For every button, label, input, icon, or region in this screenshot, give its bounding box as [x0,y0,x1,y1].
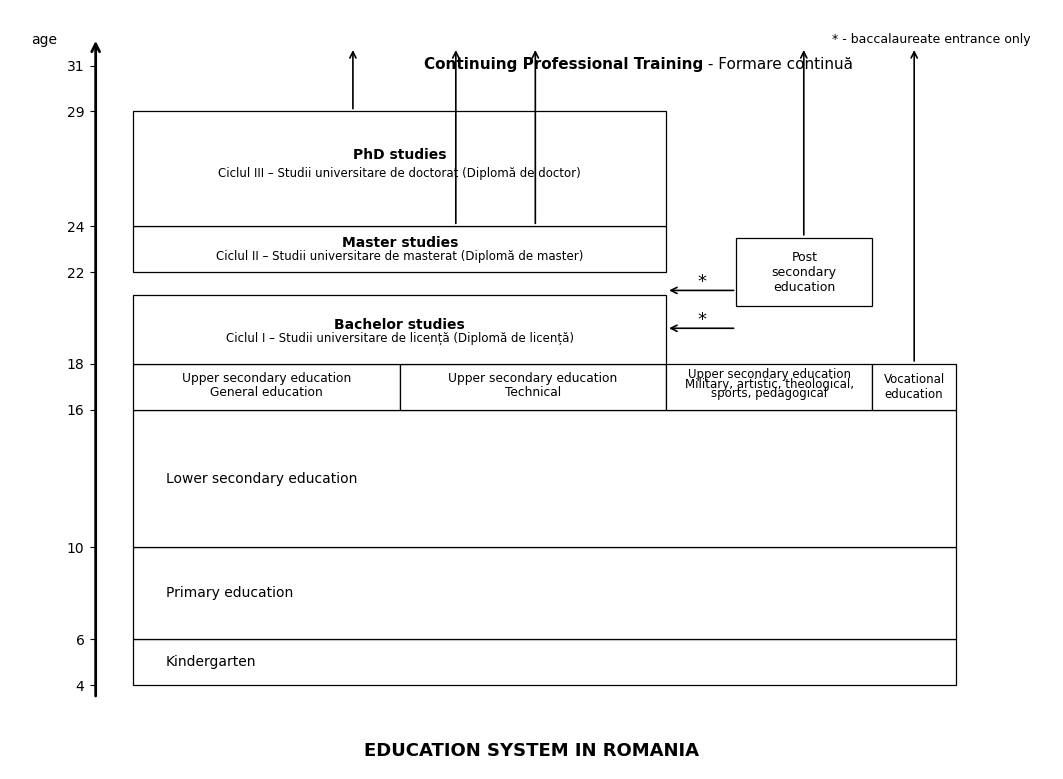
Text: Military, artistic, theological,: Military, artistic, theological, [685,378,854,390]
Text: Master studies: Master studies [341,236,458,250]
Bar [133,295,667,364]
Bar [872,364,957,410]
Text: Lower secondary education: Lower secondary education [166,471,357,485]
Text: * - baccalaureate entrance only: * - baccalaureate entrance only [832,33,1031,47]
Text: - Formare continuă: - Formare continuă [703,57,853,72]
Bar [667,364,872,410]
Bar [133,639,957,685]
Text: Continuing Professional Training: Continuing Professional Training [424,57,703,72]
Bar [737,238,872,306]
Text: Ciclul I – Studii universitare de licență (Diplomă de licență): Ciclul I – Studii universitare de licenț… [225,332,574,345]
Bar [133,364,400,410]
Text: Kindergarten: Kindergarten [166,655,256,669]
Text: Ciclul III – Studii universitare de doctorat (Diplomă de doctor): Ciclul III – Studii universitare de doct… [218,167,581,180]
Text: Vocational
education: Vocational education [883,373,945,400]
Bar [133,226,667,272]
Text: General education: General education [210,386,323,399]
Text: Upper secondary education: Upper secondary education [182,372,351,386]
Text: Upper secondary education: Upper secondary education [688,368,850,381]
Bar [400,364,667,410]
Text: PhD studies: PhD studies [353,148,446,162]
Text: Upper secondary education: Upper secondary education [449,372,618,386]
Text: EDUCATION SYSTEM IN ROMANIA: EDUCATION SYSTEM IN ROMANIA [364,742,699,760]
Bar [133,548,957,639]
Text: Bachelor studies: Bachelor studies [334,318,466,332]
Text: age: age [31,33,57,48]
Text: Post
secondary
education: Post secondary education [772,251,837,294]
Bar [133,111,667,226]
Text: *: * [697,273,706,291]
Bar [133,410,957,548]
Text: sports, pedagogical: sports, pedagogical [711,387,827,400]
Text: *: * [697,312,706,330]
Text: Ciclul II – Studii universitare de masterat (Diplomă de master): Ciclul II – Studii universitare de maste… [216,250,584,263]
Text: Primary education: Primary education [166,587,293,601]
Text: Technical: Technical [505,386,561,399]
